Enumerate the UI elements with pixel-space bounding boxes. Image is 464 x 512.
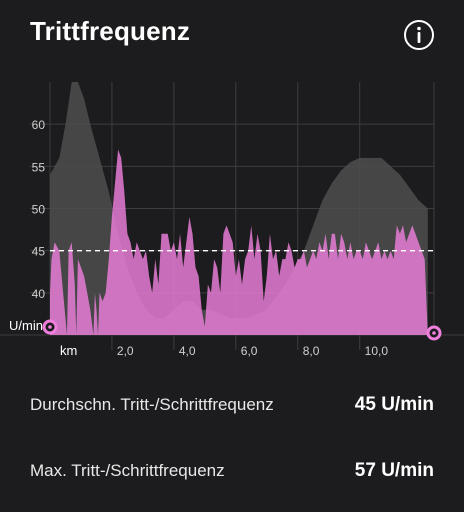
end-marker bbox=[426, 325, 442, 341]
x-tick-label: 8,0 bbox=[303, 344, 320, 358]
start-marker bbox=[42, 319, 58, 335]
marker-dot bbox=[48, 325, 52, 329]
max-cadence-label: Max. Tritt-/Schrittfrequenz bbox=[30, 461, 225, 480]
chart-markers bbox=[42, 319, 442, 341]
x-tick-label: 4,0 bbox=[179, 344, 196, 358]
y-axis-unit-label: U/min bbox=[9, 318, 43, 333]
cadence-area bbox=[50, 149, 428, 335]
x-axis-ticks: 2,0 4,0 6,0 8,0 10,0 bbox=[117, 344, 388, 358]
x-tick-label: 2,0 bbox=[117, 344, 134, 358]
y-tick-label: 50 bbox=[32, 203, 46, 217]
info-icon[interactable] bbox=[403, 19, 435, 51]
x-tick-label: 6,0 bbox=[241, 344, 258, 358]
y-tick-label: 55 bbox=[32, 160, 46, 174]
y-axis-ticks: 40 45 50 55 60 bbox=[32, 118, 46, 301]
page-title: Trittfrequenz bbox=[30, 16, 191, 46]
x-axis-unit-label: km bbox=[60, 343, 77, 358]
marker-dot bbox=[432, 331, 436, 335]
avg-cadence-value: 45 U/min bbox=[354, 394, 434, 415]
x-tick-label: 10,0 bbox=[365, 344, 389, 358]
max-cadence-value: 57 U/min bbox=[354, 460, 434, 481]
avg-cadence-label: Durchschn. Tritt-/Schrittfrequenz bbox=[30, 395, 274, 414]
cadence-area-path bbox=[50, 149, 428, 335]
cadence-chart: 40 45 50 55 60 2,0 4,0 6,0 8,0 10,0 U/min km bbox=[0, 70, 464, 370]
y-tick-label: 40 bbox=[32, 287, 46, 301]
y-tick-label: 45 bbox=[32, 245, 46, 259]
y-tick-label: 60 bbox=[32, 118, 46, 132]
